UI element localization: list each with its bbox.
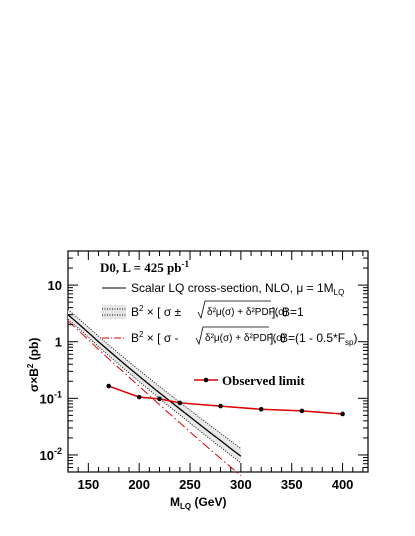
plot-frame	[67, 250, 369, 473]
y-tick-label-1: 1	[55, 335, 62, 350]
x-tick-label-350: 350	[281, 477, 303, 492]
chart-title-text: D0, L = 425 pb	[100, 260, 181, 275]
series-line-observed	[108, 385, 343, 415]
legend-band-pre: B	[131, 305, 139, 319]
observed-point-200	[136, 394, 142, 400]
series-line-theory_lower	[67, 318, 242, 464]
legend-entry-observed: Observed limit	[194, 373, 305, 388]
axes-layer: 150 200 250 300 350 400 10-2 10-1 1 10	[40, 250, 368, 492]
y-axis-label-sup: 2	[26, 363, 35, 368]
legend-fsp-end: )	[353, 331, 357, 345]
svg-text:B2 × [ σ ±: B2 × [ σ ±	[131, 304, 182, 319]
observed-point-220	[157, 396, 162, 402]
observed-point-280	[218, 403, 223, 409]
legend-swatch-band	[102, 305, 126, 319]
x-tick-label-300: 300	[230, 477, 252, 492]
x-axis-label-main: M	[170, 495, 180, 509]
legend-marker-observed	[203, 377, 209, 383]
series-line-theory_central	[67, 314, 242, 457]
svg-text:Scalar LQ cross-section, NLO,: Scalar LQ cross-section, NLO, μ = 1MLQ	[131, 281, 344, 297]
x-tick-label-250: 250	[179, 477, 201, 492]
legend-entry-theory: Scalar LQ cross-section, NLO, μ = 1MLQ	[102, 281, 344, 297]
uncertainty-band	[68, 309, 241, 464]
legend-label-theory-sub: LQ	[334, 288, 345, 297]
y-tick-label-0.01: 10-2	[40, 446, 62, 463]
legend-entry-fsp: B2 × [ σ - δ²μ(σ) + δ²PDF(σ) ], B=(1 - 0…	[102, 326, 357, 347]
legend-label-theory: Scalar LQ cross-section, NLO, μ = 1M	[131, 281, 334, 295]
observed-point-170	[106, 383, 111, 389]
legend-band-mid: × [ σ ±	[143, 305, 181, 319]
y-tick-label-10: 10	[48, 278, 62, 293]
observed-point-400	[340, 411, 345, 417]
x-tick-label-400: 400	[332, 477, 354, 492]
y-axis-label-unit: (pb)	[27, 338, 41, 364]
svg-text:], B=(1 - 0.5*Fsp): ], B=(1 - 0.5*Fsp)	[270, 331, 357, 347]
observed-point-240	[177, 400, 183, 406]
chart-title: D0, L = 425 pb-1	[100, 259, 189, 275]
y-axis-label: σ×B2 (pb)	[26, 338, 41, 392]
legend-fsp-pre: B	[131, 331, 139, 345]
series-line-theory_upper	[67, 309, 242, 449]
legend-fsp-sub: sp	[345, 338, 354, 347]
series-layer	[67, 309, 345, 477]
x-tick-label-150: 150	[77, 477, 99, 492]
legend-fsp-post: ], B=(1 - 0.5*F	[270, 331, 345, 345]
y-axis-label-main: σ×B	[27, 368, 41, 392]
theory-band	[68, 309, 241, 464]
legend-band-rad: δ²μ(σ) + δ²PDF(σ)	[207, 307, 288, 318]
observed-point-360	[299, 408, 305, 414]
x-axis-label: MLQ (GeV)	[170, 495, 226, 511]
legend-band-sup: 2	[139, 304, 144, 313]
observed-point-320	[258, 407, 264, 412]
legend-fsp-rad: δ²μ(σ) + δ²PDF(σ)	[205, 333, 286, 344]
legend-band-radical	[197, 300, 271, 320]
legend-band-post: ], B=1	[272, 305, 304, 319]
legend-fsp-mid: × [ σ -	[143, 331, 178, 345]
legend-entry-band: B2 × [ σ ± δ²μ(σ) + δ²PDF(σ) ], B=1	[102, 300, 304, 320]
x-axis-label-unit: (GeV)	[191, 495, 226, 509]
legend-fsp-radical	[195, 326, 269, 346]
legend-fsp-sup: 2	[139, 330, 144, 339]
series-line-theory_lower_fsp	[67, 320, 242, 477]
svg-text:B2 × [ σ -: B2 × [ σ -	[131, 330, 179, 345]
chart-title-sup: -1	[181, 259, 189, 269]
y-tick-label-0.1: 10-1	[40, 389, 62, 406]
x-tick-label-200: 200	[128, 477, 150, 492]
x-axis-label-sub: LQ	[180, 502, 191, 511]
legend-label-observed: Observed limit	[222, 373, 305, 388]
